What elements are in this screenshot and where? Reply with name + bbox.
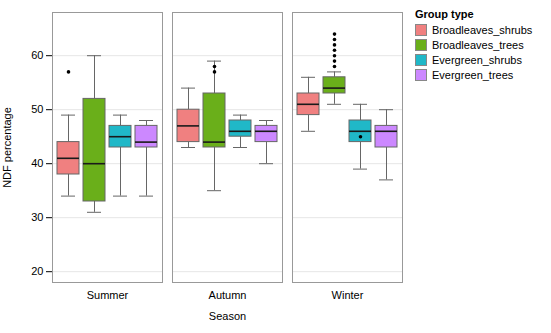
svg-text:30: 30: [31, 211, 43, 223]
html-text:Broadleaves_trees: Broadleaves_trees: [432, 39, 524, 51]
svg-text:40: 40: [31, 157, 43, 169]
svg-text:60: 60: [31, 49, 43, 61]
svg-text:Autumn: Autumn: [209, 289, 247, 301]
html-text:Group type: Group type: [415, 8, 474, 20]
svg-text:20: 20: [31, 265, 43, 277]
svg-text:Season: Season: [209, 310, 246, 322]
svg-text:Summer: Summer: [87, 289, 129, 301]
svg-text:NDF percentage: NDF percentage: [1, 107, 13, 188]
html-text:Evergreen_trees: Evergreen_trees: [432, 69, 514, 81]
svg-text:50: 50: [31, 103, 43, 115]
html-text:Broadleaves_shrubs: Broadleaves_shrubs: [432, 24, 533, 36]
html-text:Evergreen_shrubs: Evergreen_shrubs: [432, 54, 522, 66]
svg-text:Winter: Winter: [332, 289, 364, 301]
